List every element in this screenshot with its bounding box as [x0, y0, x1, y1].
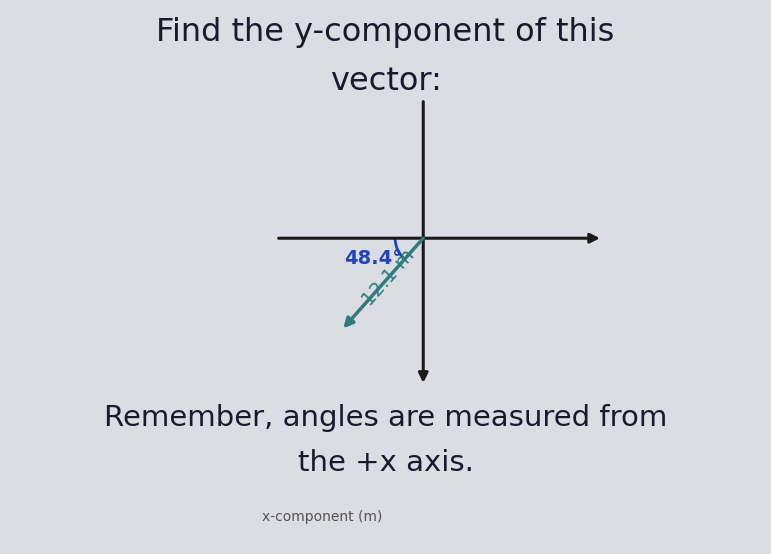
Text: 12.1 m: 12.1 m [359, 246, 419, 310]
Text: Remember, angles are measured from: Remember, angles are measured from [104, 404, 667, 433]
Text: the +x axis.: the +x axis. [298, 449, 473, 477]
Text: 48.4°: 48.4° [344, 249, 402, 269]
Text: x-component (m): x-component (m) [262, 510, 382, 524]
Text: Find the y-component of this: Find the y-component of this [157, 17, 614, 48]
Text: vector:: vector: [329, 66, 442, 98]
